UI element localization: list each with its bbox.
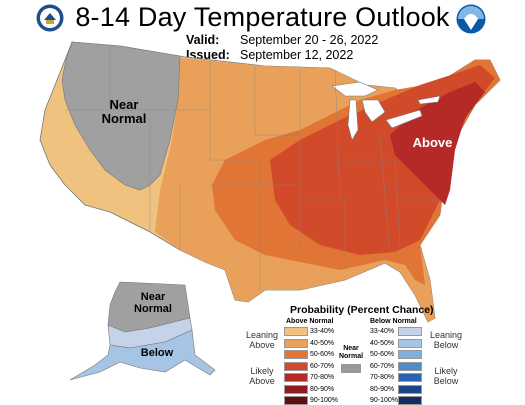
below-bin-label-4: 70-80% <box>370 374 395 381</box>
state-borders <box>65 46 440 290</box>
alaska-map <box>69 281 216 381</box>
below-swatch-2 <box>398 350 422 359</box>
legend-above-header: Above Normal <box>286 318 334 325</box>
above-swatch-1 <box>284 338 308 348</box>
likely-below-label: Likely Below <box>433 366 459 386</box>
above-bin-label-5: 80-90% <box>310 385 335 393</box>
issued-date: September 12, 2022 <box>240 48 354 62</box>
valid-label: Valid: <box>186 33 220 47</box>
above-swatch-4 <box>284 373 308 382</box>
below-swatch-5 <box>398 384 422 394</box>
above-bin-label-4: 70-80% <box>310 374 335 381</box>
noaa-logo-icon <box>456 4 486 34</box>
below-bin-label-0: 33-40% <box>370 328 395 335</box>
above-bin-label-1: 40-50% <box>310 339 335 347</box>
likely-above-label: Likely Above <box>249 366 275 386</box>
legend-below-header: Below Normal <box>370 318 417 325</box>
above-bin-label-2: 50-60% <box>310 351 335 358</box>
above-70-80-region <box>390 82 485 205</box>
below-bin-label-3: 60-70% <box>370 362 395 370</box>
above-bin-label-3: 60-70% <box>310 362 335 370</box>
near-normal-legend-label: Near Normal <box>338 345 364 360</box>
below-swatch-3 <box>398 361 422 371</box>
above-bin-label-0: 33-40% <box>310 328 335 335</box>
below-swatch-1 <box>398 338 422 348</box>
below-bin-label-5: 80-90% <box>370 385 395 393</box>
doc-seal-icon <box>36 4 64 32</box>
near-normal-swatch <box>341 364 361 373</box>
above-swatch-0 <box>284 327 308 336</box>
above-swatch-3 <box>284 361 308 371</box>
alaska-below-label: Below <box>140 347 174 359</box>
alaska-near-normal-label: Near Normal <box>134 291 172 315</box>
leaning-below-label: Leaning Below <box>429 330 463 350</box>
above-swatch-6 <box>284 396 308 405</box>
valid-dates: September 20 - 26, 2022 <box>240 33 379 47</box>
below-swatch-6 <box>398 396 422 405</box>
below-swatch-0 <box>398 327 422 336</box>
alaska-below-40-50-region <box>69 329 216 381</box>
leaning-above-label: Leaning Above <box>245 330 279 350</box>
above-east-label: Above <box>412 135 453 150</box>
below-bin-label-6: 90-100% <box>370 397 399 404</box>
map-title: 8-14 Day Temperature Outlook <box>75 2 450 32</box>
date-block: Valid: September 20 - 26, 2022 Issued: Sep… <box>186 33 378 63</box>
near-normal-west-label: Near Normal <box>101 97 147 126</box>
below-swatch-4 <box>398 373 422 382</box>
below-bin-label-2: 50-60% <box>370 351 395 358</box>
near-normal-west-region <box>61 41 181 191</box>
great-lakes-shape <box>331 81 441 141</box>
above-swatch-5 <box>284 384 308 394</box>
above-bin-label-6: 90-100% <box>310 397 339 404</box>
below-bin-label-1: 40-50% <box>370 339 395 347</box>
above-swatch-2 <box>284 350 308 359</box>
legend-title: Probability (Percent Chance) <box>290 304 434 316</box>
